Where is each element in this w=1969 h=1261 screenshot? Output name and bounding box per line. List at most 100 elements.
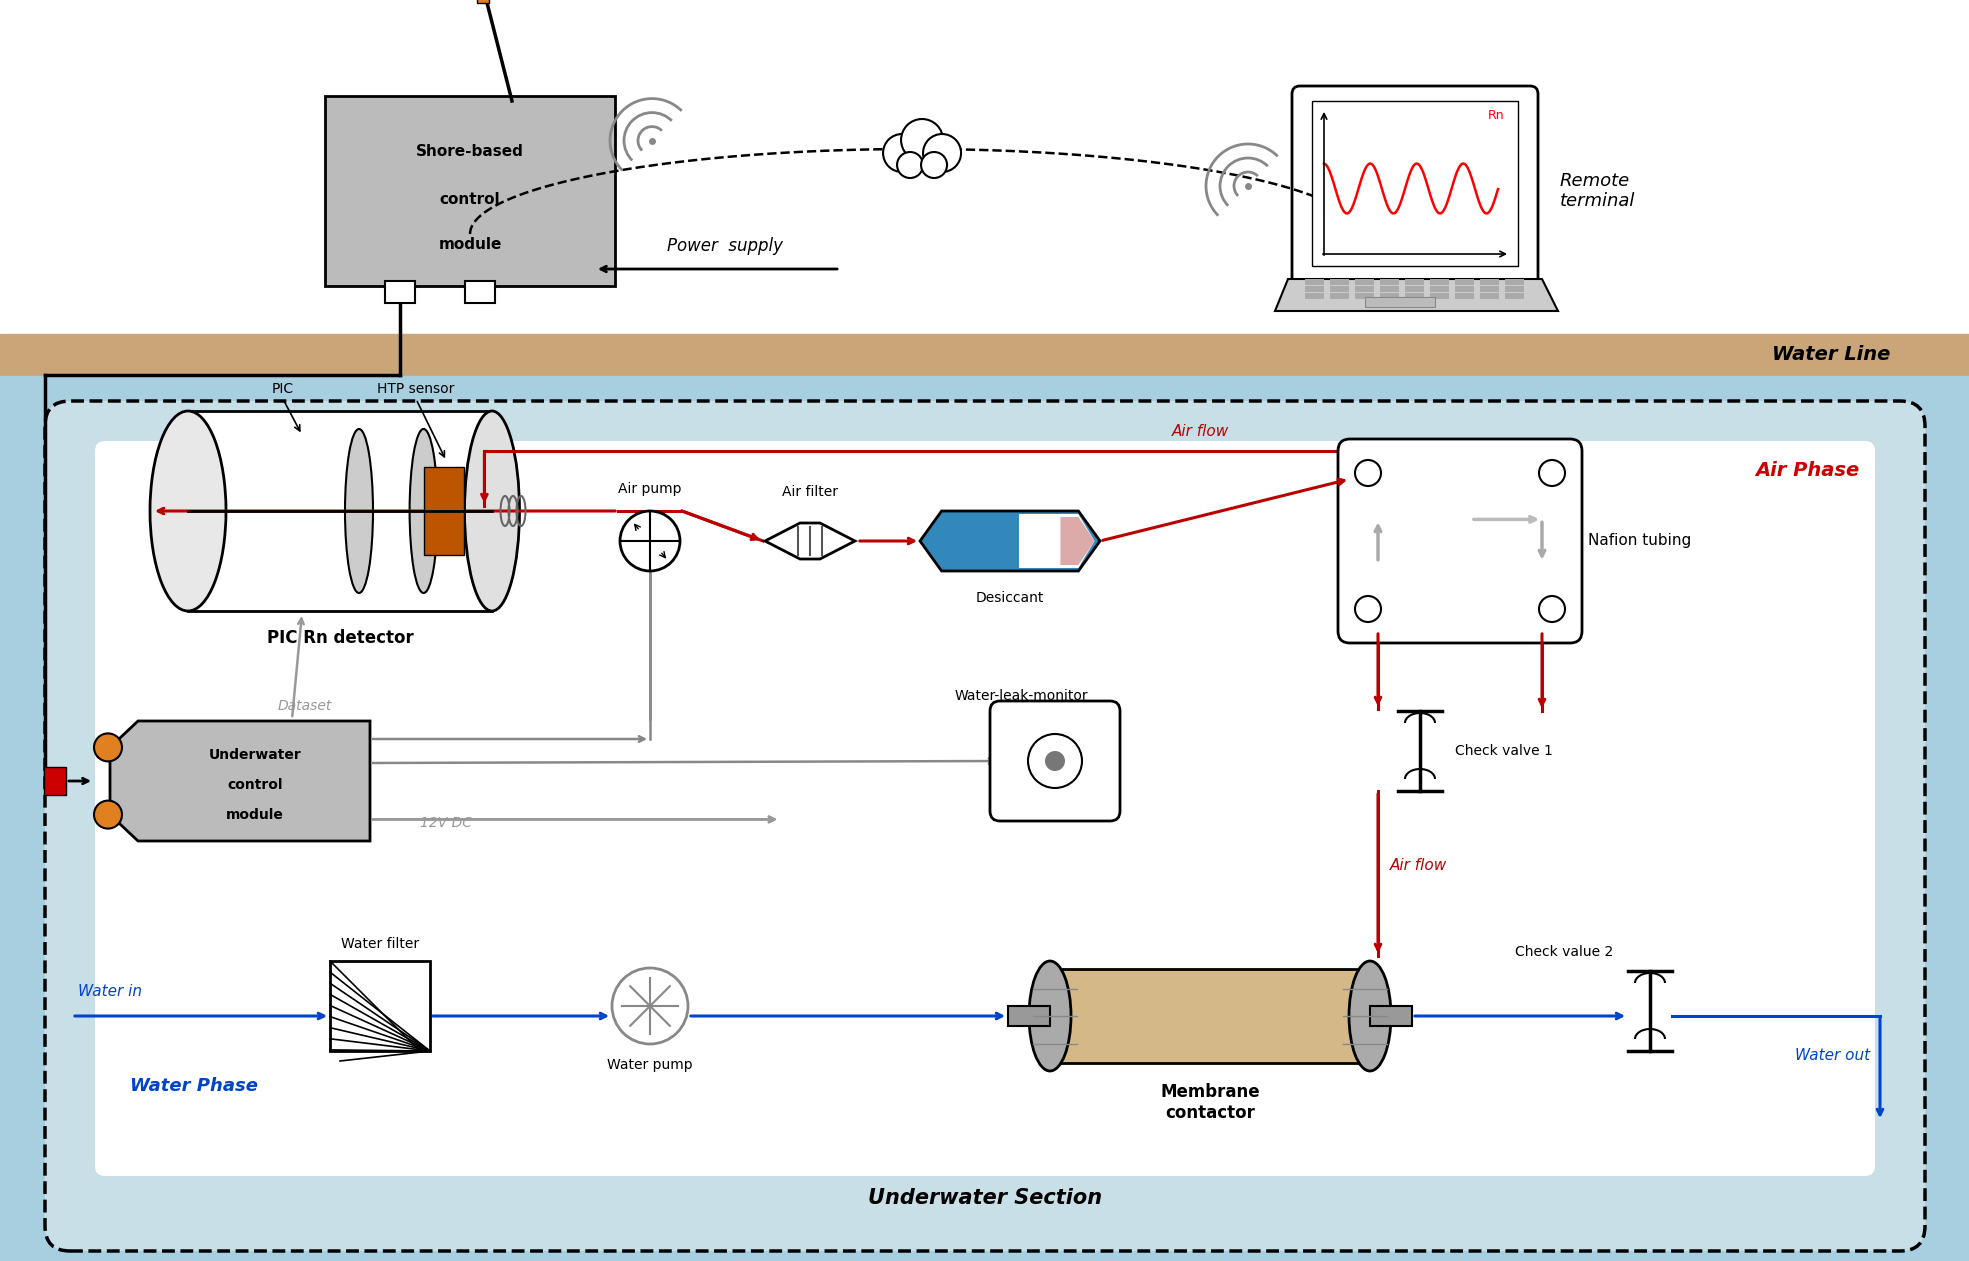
Polygon shape [1276, 279, 1557, 311]
Circle shape [1355, 460, 1380, 485]
Text: PIC: PIC [272, 382, 293, 396]
Text: Check value 2: Check value 2 [1514, 944, 1613, 960]
Bar [1406, 286, 1424, 293]
Ellipse shape [1349, 961, 1390, 1071]
Bar [1481, 294, 1498, 299]
Text: Air pump: Air pump [618, 482, 681, 496]
Text: Air Phase: Air Phase [1756, 462, 1861, 480]
Bar [187, 411, 492, 612]
Circle shape [1046, 752, 1065, 770]
Text: module: module [226, 807, 284, 822]
Text: 12V DC: 12V DC [419, 816, 473, 830]
Bar [1429, 294, 1449, 299]
Bar [1305, 286, 1323, 293]
Bar [1329, 294, 1349, 299]
Bar [1355, 280, 1374, 285]
FancyBboxPatch shape [95, 441, 1874, 1177]
Bar [1305, 280, 1323, 285]
Text: HTP sensor: HTP sensor [378, 382, 455, 396]
Bar [1406, 294, 1424, 299]
Bar [1481, 286, 1498, 293]
Text: Water-leak-monitor: Water-leak-monitor [955, 689, 1089, 702]
Bar [1504, 280, 1524, 285]
Bar [1311, 101, 1518, 266]
Bar [1429, 286, 1449, 293]
Circle shape [923, 134, 961, 171]
Polygon shape [766, 523, 855, 559]
Bar [1370, 1006, 1412, 1026]
Bar [1455, 294, 1475, 299]
Text: Desiccant: Desiccant [977, 591, 1044, 605]
Bar [1455, 286, 1475, 293]
Polygon shape [1061, 517, 1095, 565]
Text: Water Line: Water Line [1772, 346, 1890, 364]
Text: Water Phase: Water Phase [130, 1077, 258, 1095]
Bar [1355, 294, 1374, 299]
Bar [465, 281, 494, 303]
Bar [331, 961, 429, 1050]
Text: Underwater: Underwater [209, 748, 301, 762]
Text: Power  supply: Power supply [667, 237, 784, 255]
Text: Water pump: Water pump [606, 1058, 693, 1072]
Polygon shape [1020, 514, 1095, 567]
FancyBboxPatch shape [45, 401, 1926, 1251]
Text: PIC Rn detector: PIC Rn detector [266, 629, 413, 647]
Bar [386, 281, 415, 303]
Polygon shape [110, 721, 370, 841]
Text: Underwater Section: Underwater Section [868, 1188, 1103, 1208]
Text: Remote
terminal: Remote terminal [1559, 171, 1636, 211]
Circle shape [1540, 596, 1565, 622]
Circle shape [1355, 596, 1380, 622]
Circle shape [1540, 460, 1565, 485]
Ellipse shape [465, 411, 520, 612]
Bar [1455, 280, 1475, 285]
Circle shape [898, 153, 923, 178]
Text: module: module [439, 237, 502, 252]
Bar [1481, 280, 1498, 285]
Bar [1504, 294, 1524, 299]
Ellipse shape [150, 411, 226, 612]
Text: Water in: Water in [79, 984, 142, 999]
Bar [1429, 280, 1449, 285]
Text: Rn: Rn [1489, 108, 1504, 122]
Text: Water out: Water out [1796, 1048, 1871, 1063]
Bar [1049, 968, 1370, 1063]
Bar [1329, 280, 1349, 285]
Bar [1008, 1006, 1049, 1026]
Text: Air flow: Air flow [1390, 859, 1447, 874]
Circle shape [612, 968, 687, 1044]
Bar [1380, 294, 1400, 299]
Text: control: control [226, 778, 284, 792]
Text: Check valve 1: Check valve 1 [1455, 744, 1554, 758]
FancyBboxPatch shape [990, 701, 1120, 821]
Text: Dataset: Dataset [278, 699, 333, 712]
Ellipse shape [345, 429, 372, 593]
FancyBboxPatch shape [1339, 439, 1581, 643]
Bar [1355, 286, 1374, 293]
Circle shape [902, 119, 943, 161]
Bar [423, 467, 463, 555]
Bar [0, 376, 1969, 1261]
Bar [1380, 280, 1400, 285]
Bar [43, 768, 67, 796]
Bar [0, 334, 1969, 376]
Ellipse shape [1030, 961, 1071, 1071]
Bar [1380, 286, 1400, 293]
Bar [1406, 280, 1424, 285]
Bar [1329, 286, 1349, 293]
Circle shape [620, 511, 679, 571]
Bar [1365, 298, 1435, 306]
Text: Water filter: Water filter [341, 937, 419, 951]
Bar [1305, 294, 1323, 299]
Ellipse shape [410, 429, 437, 593]
Bar [476, 0, 488, 3]
Circle shape [921, 153, 947, 178]
Text: Air flow: Air flow [1172, 424, 1229, 439]
Text: Shore-based: Shore-based [415, 144, 524, 159]
FancyBboxPatch shape [325, 96, 614, 286]
Circle shape [95, 801, 122, 828]
Circle shape [95, 734, 122, 762]
Circle shape [1028, 734, 1083, 788]
Circle shape [882, 134, 921, 171]
Text: Membrane
contactor: Membrane contactor [1160, 1083, 1260, 1122]
